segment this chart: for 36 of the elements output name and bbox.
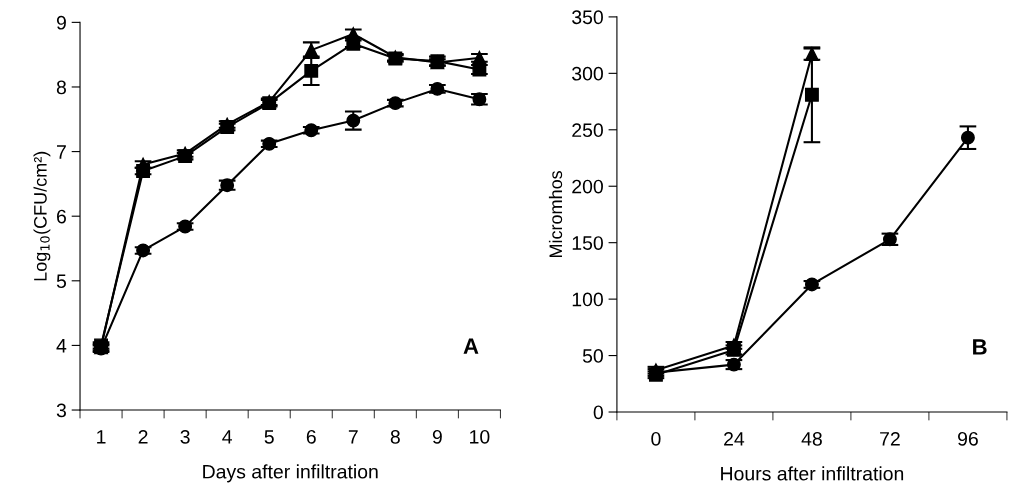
- x-tick-label: 8: [390, 429, 400, 444]
- x-tick-label: 3: [180, 429, 190, 444]
- y-tick-label: 100: [572, 292, 603, 307]
- y-tick-label: 300: [572, 66, 603, 81]
- y-tick-label: 250: [572, 123, 603, 138]
- y-tick-label: 150: [572, 236, 603, 250]
- x-tick-label: 7: [348, 430, 358, 444]
- x-tick-label: 1: [97, 430, 106, 444]
- y-tick-label: 4: [56, 339, 67, 353]
- x-tick-label: 6: [306, 429, 316, 444]
- x-tick-label: 2: [138, 429, 148, 444]
- y-tick-label: 3: [56, 403, 66, 418]
- x-tick-label: 5: [264, 430, 274, 444]
- y-tick-label: 6: [57, 209, 66, 224]
- x-tick-label: 72: [880, 431, 900, 446]
- x-axis-title: Hours after infiltration: [721, 466, 904, 481]
- x-tick-label: 48: [801, 431, 822, 446]
- x-tick-label: 4: [222, 430, 232, 444]
- x-tick-label: 24: [724, 431, 745, 446]
- y-axis-title: Micromhos: [548, 170, 563, 258]
- y-tick-label: 0: [593, 405, 603, 420]
- x-tick-label: 0: [651, 431, 661, 446]
- y-tick-label: 200: [572, 179, 603, 194]
- y-axis-title: Log$_{10}$(CFU/cm²): [33, 151, 51, 281]
- x-tick-label: 96: [958, 431, 978, 446]
- y-tick-label: 50: [582, 349, 603, 363]
- x-axis-title: Days after infiltration: [203, 464, 378, 483]
- annotation: A: [463, 338, 479, 354]
- y-tick-label: 350: [572, 10, 603, 25]
- y-tick-label: 8: [56, 80, 66, 95]
- y-tick-label: 7: [57, 145, 66, 159]
- y-tick-label: 5: [56, 274, 67, 289]
- x-tick-label: 9: [432, 429, 442, 444]
- y-tick-label: 9: [56, 15, 66, 30]
- annotation: B: [973, 339, 987, 355]
- x-tick-label: 10: [470, 429, 490, 444]
